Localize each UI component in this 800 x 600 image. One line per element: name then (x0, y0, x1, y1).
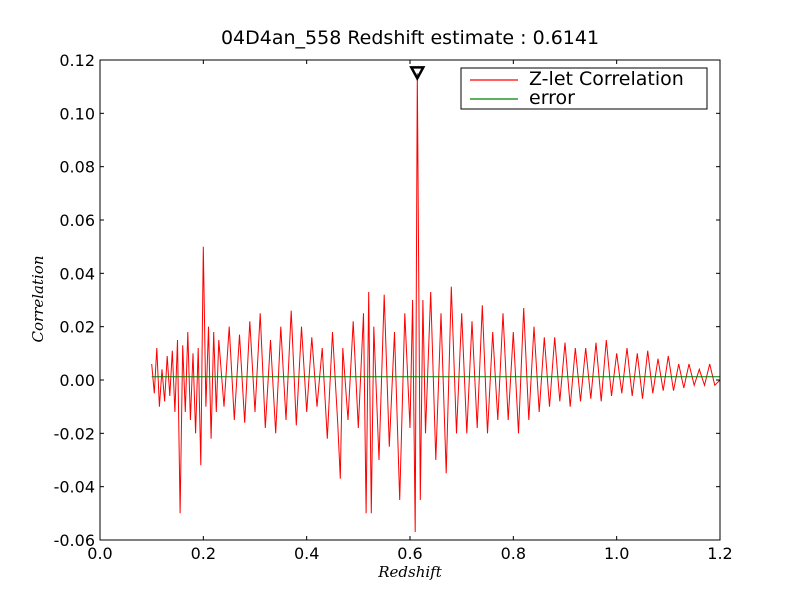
y-tick-label: 0.08 (59, 158, 95, 177)
y-tick-label: 0.04 (59, 264, 95, 283)
y-tick-label: -0.04 (54, 478, 95, 497)
y-tick-label: 0.00 (59, 371, 95, 390)
x-tick-label: 0.2 (191, 544, 216, 563)
x-tick-label: 0.6 (397, 544, 422, 563)
x-tick-label: 0.0 (87, 544, 112, 563)
y-tick-label: 0.06 (59, 211, 95, 230)
x-axis-label: Redshift (377, 563, 442, 581)
x-tick-label: 0.8 (501, 544, 526, 563)
y-tick-label: -0.06 (54, 531, 95, 550)
x-tick-label: 1.0 (604, 544, 629, 563)
legend: Z-let Correlation error (460, 67, 708, 110)
chart-title: 04D4an_558 Redshift estimate : 0.6141 (221, 27, 599, 49)
x-tick-label: 0.4 (294, 544, 319, 563)
y-tick-label: 0.02 (59, 318, 95, 337)
x-tick-label: 1.2 (707, 544, 732, 563)
legend-label-z-let-correlation: Z-let Correlation (529, 68, 684, 90)
legend-label-error: error (529, 87, 575, 109)
y-tick-label: -0.02 (54, 424, 95, 443)
series-line-z-let-correlation (151, 73, 720, 533)
y-tick-label: 0.12 (59, 51, 95, 70)
peak-marker (409, 66, 426, 81)
y-tick-label: 0.10 (59, 104, 95, 123)
plot-area: 0.0 0.2 0.4 0.6 0.8 1.0 1.2 -0.06 -0.04 -0.02 0.00… (54, 51, 733, 563)
legend-box (460, 67, 708, 110)
y-axis-label: Correlation (29, 256, 47, 343)
